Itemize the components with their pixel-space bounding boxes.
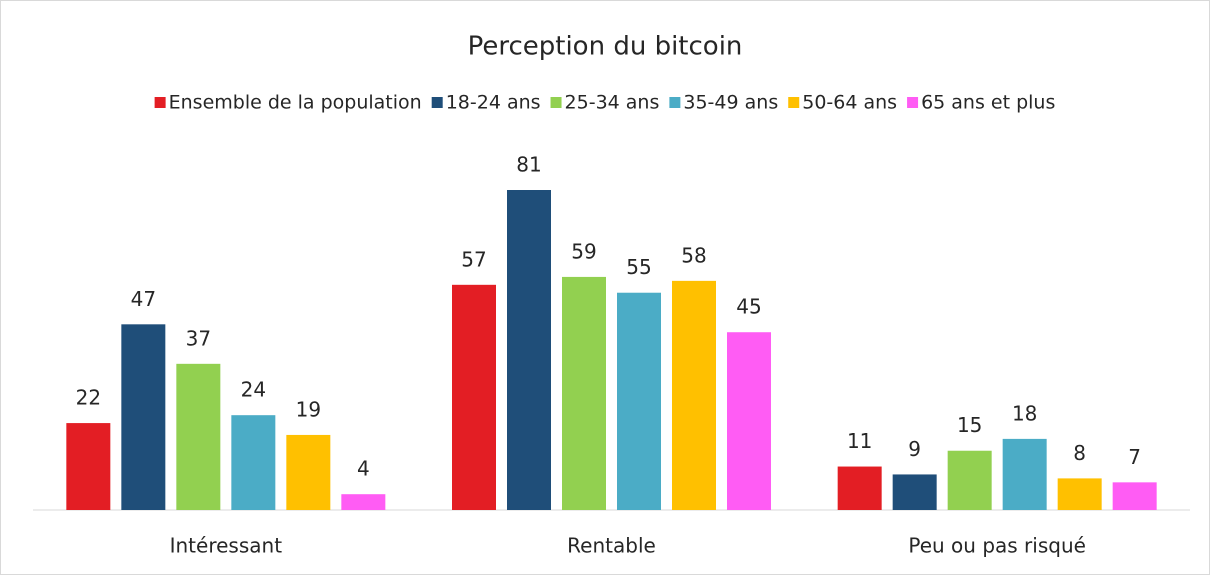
- data-label: 8: [1073, 441, 1086, 465]
- bar: [286, 434, 331, 510]
- bar: [562, 276, 606, 510]
- data-label: 59: [571, 239, 596, 263]
- bar: [176, 363, 221, 510]
- bar: [837, 466, 882, 510]
- data-label: 58: [681, 243, 706, 267]
- legend-swatch: [550, 97, 562, 108]
- data-label: 57: [461, 247, 486, 271]
- data-label: 9: [908, 437, 921, 461]
- data-label: 7: [1128, 445, 1141, 469]
- x-tick-label: Rentable: [567, 534, 656, 558]
- data-label: 47: [131, 287, 156, 311]
- bar: [617, 292, 661, 510]
- data-label: 4: [357, 457, 370, 481]
- bar: [1057, 478, 1102, 510]
- legend-label: 35-49 ans: [683, 92, 778, 114]
- legend-label: 65 ans et plus: [921, 92, 1055, 114]
- chart-title: Perception du bitcoin: [468, 32, 743, 62]
- data-label: 24: [241, 378, 266, 402]
- data-label: 15: [957, 413, 982, 437]
- legend-swatch: [788, 97, 800, 108]
- bar: [341, 494, 386, 510]
- data-label: 18: [1012, 401, 1037, 425]
- legend-label: Ensemble de la population: [169, 92, 422, 114]
- legend-swatch: [907, 97, 919, 108]
- legend-label: 18-24 ans: [446, 92, 541, 114]
- bar: [121, 324, 166, 510]
- bar: [231, 415, 276, 510]
- data-label: 37: [186, 326, 211, 350]
- bar: [1112, 482, 1157, 510]
- bar: [727, 332, 771, 510]
- bar: [672, 280, 716, 510]
- data-label: 19: [296, 397, 321, 421]
- legend-swatch: [431, 97, 443, 108]
- legend-label: 50-64 ans: [802, 92, 897, 114]
- bar: [66, 423, 111, 510]
- x-tick-label: Peu ou pas risqué: [908, 534, 1086, 558]
- legend-swatch: [154, 97, 166, 108]
- data-label: 81: [516, 153, 541, 177]
- bar: [452, 284, 496, 510]
- data-label: 55: [626, 255, 651, 279]
- bar: [947, 450, 992, 510]
- bar: [507, 190, 551, 510]
- data-label: 45: [736, 295, 761, 319]
- legend-label: 25-34 ans: [565, 92, 660, 114]
- legend-swatch: [669, 97, 681, 108]
- x-tick-label: Intéressant: [170, 534, 283, 558]
- legend: Ensemble de la population 18-24 ans 25-34 …: [154, 92, 1055, 114]
- data-label: 11: [847, 429, 872, 453]
- data-label: 22: [76, 386, 101, 410]
- bar: [1002, 438, 1047, 510]
- bar: [892, 474, 937, 510]
